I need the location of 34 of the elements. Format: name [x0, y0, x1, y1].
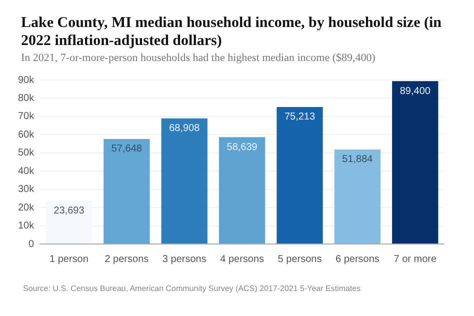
x-tick-label: 5 persons	[278, 254, 322, 265]
bar	[104, 138, 150, 244]
y-tick-label: 60k	[18, 129, 36, 140]
x-tick-label: 3 persons	[162, 254, 206, 265]
bar	[392, 81, 438, 244]
y-tick-label: 10k	[18, 220, 36, 232]
data-label: 58,639	[226, 142, 258, 153]
chart-subtitle: In 2021, 7-or-more-person households had the highest median income ($89,400)	[21, 52, 376, 64]
source-note: Source: U.S. Census Bureau, American Community Survey (ACS) 2017-2021 5-Year Estimates	[23, 284, 361, 293]
y-tick-label: 90k	[18, 74, 36, 86]
y-tick-label: 50k	[18, 148, 36, 159]
y-tick-label: 70k	[18, 111, 36, 122]
x-tick-label: 7 or more	[394, 254, 437, 265]
data-label: 75,213	[284, 112, 316, 123]
y-tick-label: 0	[28, 238, 35, 250]
chart-title: Lake County, MI median household income, by household size (in 2022 inflation-adjusted dollars)	[21, 14, 442, 50]
data-label: 89,400	[400, 86, 431, 97]
y-tick-label: 30k	[18, 184, 36, 196]
data-label: 23,693	[54, 206, 85, 217]
x-tick-label: 6 persons	[335, 254, 380, 265]
data-label: 57,648	[111, 144, 142, 155]
bar	[218, 137, 266, 244]
x-tick-label: 4 persons	[220, 254, 264, 265]
x-tick-label: 2 persons	[104, 254, 149, 265]
data-label: 51,884	[342, 154, 374, 166]
x-tick-label: 1 person	[50, 254, 88, 265]
y-tick-label: 20k	[18, 202, 36, 214]
bar	[276, 106, 323, 244]
y-tick-label: 40k	[18, 166, 36, 177]
y-tick-label: 80k	[18, 92, 36, 104]
bar	[46, 200, 92, 244]
bar	[334, 149, 381, 244]
data-label: 68,908	[169, 123, 200, 134]
bar	[161, 118, 208, 244]
